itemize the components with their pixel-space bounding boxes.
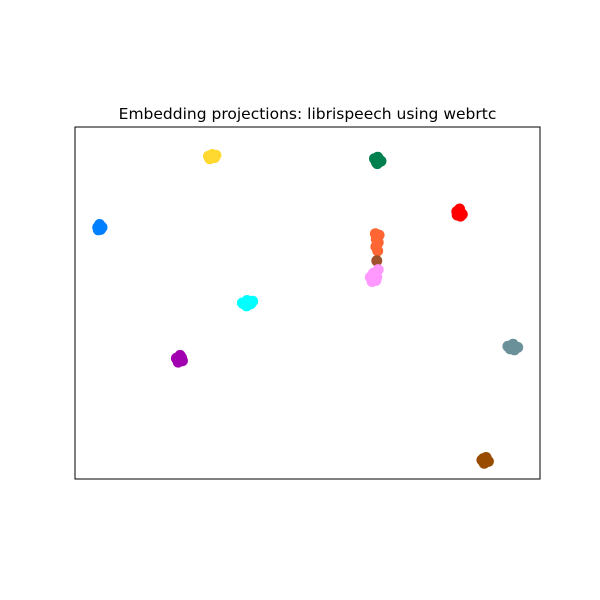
scatter-point-3-5 — [94, 221, 106, 233]
scatter-point-5-0 — [371, 255, 383, 267]
plot-frame — [74, 126, 541, 480]
scatter-point-2-5 — [453, 207, 465, 219]
scatter-point-1-5 — [371, 158, 383, 170]
scatter-point-6-4 — [366, 276, 378, 287]
scatter-points — [92, 149, 524, 469]
scatter-point-8-5 — [174, 354, 186, 366]
scatter-point-4-6 — [371, 238, 383, 250]
scatter-point-9-5 — [508, 341, 520, 353]
chart-title: Embedding projections: librispeech using… — [119, 105, 497, 123]
scatter-point-6-5 — [372, 264, 384, 276]
scatter-point-10-5 — [481, 454, 492, 466]
scatter-point-7-5 — [239, 298, 251, 310]
scatter-point-0-5 — [207, 151, 219, 163]
